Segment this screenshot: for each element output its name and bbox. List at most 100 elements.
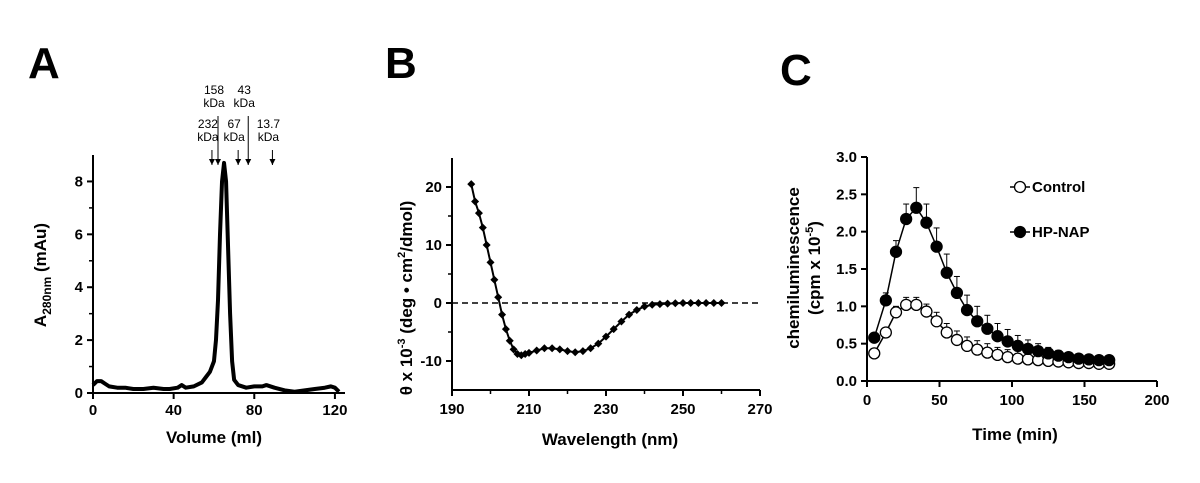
- panel-c-data-point-hp-nap: [1062, 350, 1075, 364]
- panel-b-y-tick-label: -10: [420, 353, 442, 370]
- panel-a-y-tick-label: 2: [75, 332, 83, 349]
- panel-c-data-point-hp-nap: [1031, 344, 1045, 358]
- panel-b-y-tick-label: 20: [425, 179, 442, 196]
- panel-b-x-tick-label: 210: [516, 401, 541, 418]
- panel-a-y-ticks: 0 2 4 6 8: [75, 173, 93, 402]
- panel-c-data-point-control: [900, 298, 913, 311]
- panel-c-data-point-hp-nap: [1042, 347, 1055, 360]
- panel-c-data-point-control: [1021, 353, 1035, 366]
- panel-c-data-point-hp-nap: [950, 286, 964, 300]
- panel-c-data-point-control: [910, 298, 923, 311]
- panel-a-y-label-rest: (mAu): [31, 223, 50, 277]
- panel-c-data-point-hp-nap: [1052, 349, 1065, 362]
- panel-a-y-tick-label: 6: [75, 226, 83, 243]
- panel-a-x-ticks: 0 40 80 120: [89, 393, 347, 419]
- panel-c-data-point-control: [879, 326, 892, 339]
- panel-a-marker-label: 232: [198, 117, 218, 131]
- panel-b-data-point: [467, 180, 476, 189]
- panel-b-data-point: [578, 347, 587, 356]
- panel-c-data-point-control: [889, 306, 903, 319]
- panel-a-x-tick-label: 0: [89, 402, 97, 419]
- panel-b-data-point: [717, 299, 726, 307]
- panel-c-legend-marker-hp-nap: [1013, 225, 1027, 239]
- panel-a-marker-label: 67: [227, 117, 241, 131]
- panel-a-marker-label: 43: [238, 83, 252, 97]
- panel-b-data-point: [694, 299, 703, 307]
- panel-b-data-point: [474, 209, 483, 218]
- panel-b-data-point: [532, 346, 541, 355]
- panel-b-data-point: [702, 299, 711, 307]
- panel-b-data-point: [571, 348, 580, 357]
- panel-b-data-point: [617, 317, 626, 326]
- panel-b-data-point: [679, 299, 687, 307]
- panel-b-data-point: [632, 305, 641, 314]
- panel-b-series: [467, 180, 726, 360]
- panel-b-chart: 190 210 230 250 270 -10 0 10 20 Wavelength (nm)…: [396, 158, 773, 449]
- panel-c-data-point-hp-nap: [889, 245, 903, 258]
- panel-c-x-tick-label: 150: [1072, 392, 1097, 409]
- panel-b-data-point: [609, 325, 618, 334]
- panel-c-chart: 0 50 100 150 200 0.0 0.5 1.0 1.5 2.0 2.5 3.0 Contr…: [784, 149, 1170, 444]
- panel-c-data-point-hp-nap: [981, 322, 994, 335]
- panel-b-data-point: [498, 310, 507, 319]
- panel-a-x-tick-label: 80: [246, 402, 263, 419]
- panel-c-data-point-control: [920, 305, 933, 318]
- panel-c-x-ticks: 0 50 100 150 200: [863, 381, 1170, 409]
- panel-c-data-point-control: [960, 339, 974, 353]
- panel-a-marker-arrow-head: [235, 159, 242, 165]
- panel-a-marker-arrow-head: [245, 159, 252, 165]
- panel-c-data-point-hp-nap: [1021, 342, 1035, 356]
- panel-c-y-tick-label: 1.5: [836, 261, 857, 278]
- panel-b-data-point: [471, 197, 480, 206]
- panel-c-x-label: Time (min): [972, 425, 1058, 444]
- panel-c-data-point-control: [981, 346, 994, 359]
- panel-b-data-point: [509, 345, 518, 354]
- panel-b-data-point: [686, 299, 695, 307]
- panel-c-data-point-control: [1001, 350, 1014, 364]
- panel-a-x-tick-label: 40: [165, 402, 182, 419]
- panel-b-data-point: [648, 300, 657, 309]
- panel-a-y-tick-label: 4: [75, 279, 84, 296]
- panel-a-y-label-sub: 280nm: [40, 277, 54, 315]
- panel-a-y-label: A280nm (mAu): [31, 223, 54, 327]
- panel-b-y-label-c: /dmol): [397, 201, 416, 252]
- panel-c-legend: Control HP-NAP: [1010, 179, 1090, 241]
- panel-letter-a: A: [28, 39, 60, 88]
- panel-a-marker-unit: kDa: [258, 130, 280, 144]
- panel-b-data-point: [671, 299, 680, 308]
- panel-b-y-ticks: -10 0 10 20: [420, 179, 452, 370]
- panel-b-data-point: [586, 344, 595, 353]
- panel-b-data-point: [548, 344, 557, 353]
- panel-c-data-point-hp-nap: [1001, 335, 1014, 348]
- panel-a-y-tick-label: 8: [75, 173, 83, 190]
- panel-c-y-tick-label: 1.0: [836, 298, 857, 315]
- panel-b-data-point: [709, 299, 718, 307]
- panel-b-data-point: [540, 344, 549, 353]
- panel-b-data-point: [563, 347, 572, 356]
- panel-c-data-point-control: [971, 343, 984, 356]
- panel-c-y-label-line2: (cpm x 10-5): [804, 221, 824, 315]
- panel-letter-b: B: [385, 39, 417, 88]
- panel-c-data-point-hp-nap: [940, 266, 953, 279]
- panel-b-data-point: [486, 258, 495, 267]
- panel-a-marker-label: 13.7: [257, 117, 281, 131]
- panel-c-legend-marker-control: [1013, 180, 1027, 194]
- panel-a-series: [91, 160, 341, 394]
- panel-c-y-tick-label: 2.5: [836, 186, 857, 203]
- panel-b-data-point: [640, 302, 649, 311]
- panel-c-data-point-control: [950, 333, 964, 347]
- panel-c-x-tick-label: 0: [863, 392, 871, 409]
- panel-a-y-label-main: A: [31, 315, 50, 327]
- panel-c-y-label-line2sup: -5: [804, 227, 816, 237]
- panel-c-data-point-hp-nap: [1072, 352, 1085, 365]
- panel-c-series: [868, 187, 1116, 370]
- panel-b-data-point: [482, 241, 491, 249]
- panel-b-data-point: [594, 339, 603, 348]
- panel-b-y-label-sup2: 2: [396, 252, 408, 258]
- panel-c-legend-label-control: Control: [1032, 179, 1085, 196]
- panel-c-data-point-control: [930, 315, 943, 328]
- panel-b-x-label: Wavelength (nm): [542, 430, 678, 449]
- panel-b-data-point: [602, 332, 610, 341]
- panel-b-y-label-sup1: -3: [396, 338, 408, 348]
